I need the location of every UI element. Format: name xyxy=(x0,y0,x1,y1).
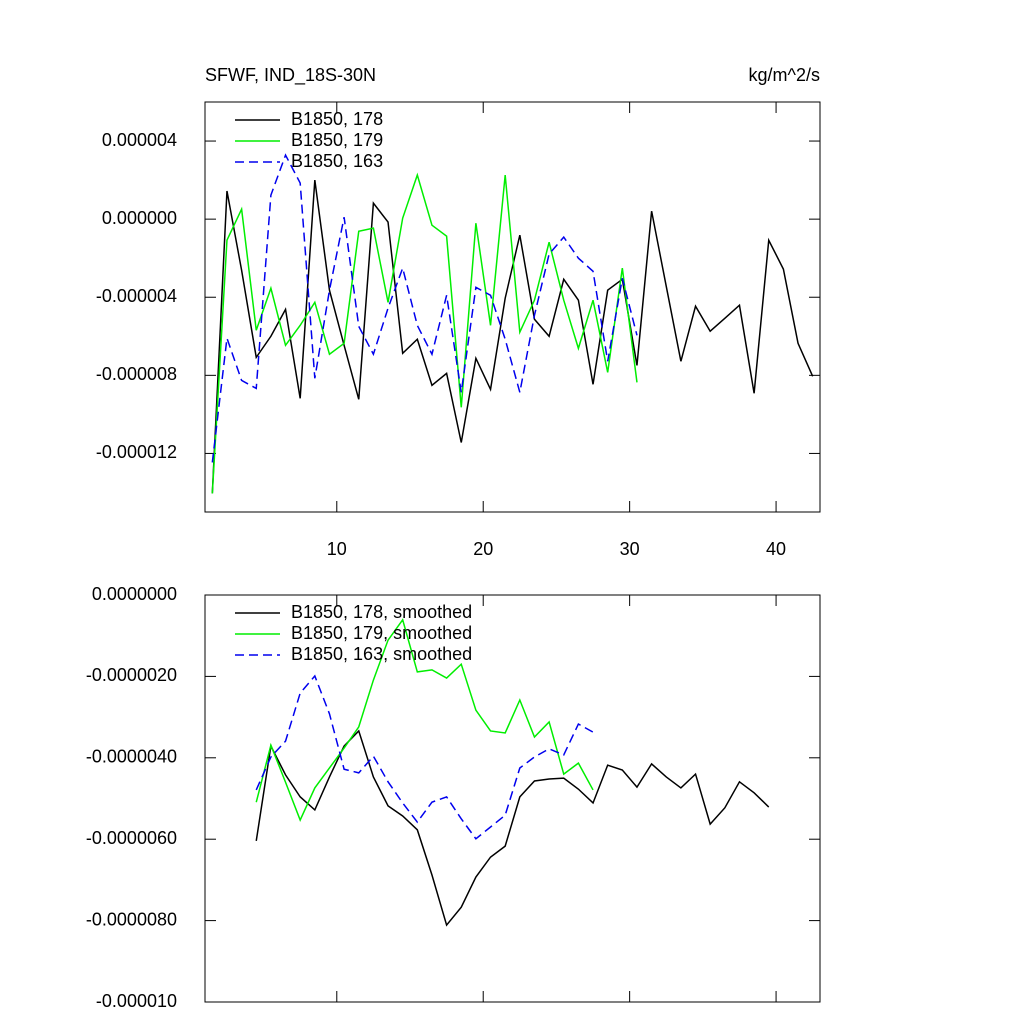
y-tick-label: -0.000010 xyxy=(96,991,177,1011)
x-tick-label: 10 xyxy=(327,539,347,559)
y-tick-label: -0.0000040 xyxy=(86,747,177,767)
chart-title: SFWF, IND_18S-30N xyxy=(205,65,376,86)
series-line xyxy=(211,172,638,494)
y-tick-label: -0.000012 xyxy=(96,442,177,462)
legend-label: B1850, 179 xyxy=(291,130,383,150)
plot-frame xyxy=(204,594,821,1003)
legend-label: B1850, 163 xyxy=(291,151,383,171)
legend-label: B1850, 178, smoothed xyxy=(291,602,472,622)
y-tick-label: 0.0000000 xyxy=(92,584,177,604)
x-tick-label: 30 xyxy=(620,539,640,559)
y-tick-label: -0.000004 xyxy=(96,286,177,306)
legend-label: B1850, 178 xyxy=(291,109,383,129)
series-line xyxy=(255,729,770,927)
y-tick-label: -0.0000020 xyxy=(86,665,177,685)
legend-label: B1850, 163, smoothed xyxy=(291,644,472,664)
series-line xyxy=(255,618,594,823)
plot-frame xyxy=(204,101,821,513)
series-line xyxy=(255,674,594,840)
y-tick-label: -0.000008 xyxy=(96,364,177,384)
legend-label: B1850, 179, smoothed xyxy=(291,623,472,643)
x-tick-label: 40 xyxy=(766,539,786,559)
series-line xyxy=(211,153,638,463)
x-tick-label: 20 xyxy=(473,539,493,559)
units-label: kg/m^2/s xyxy=(749,65,820,85)
y-tick-label: -0.0000060 xyxy=(86,828,177,848)
y-tick-label: 0.000004 xyxy=(102,130,177,150)
y-tick-label: 0.000000 xyxy=(102,208,177,228)
series-line xyxy=(211,179,814,494)
y-tick-label: -0.0000080 xyxy=(86,909,177,929)
